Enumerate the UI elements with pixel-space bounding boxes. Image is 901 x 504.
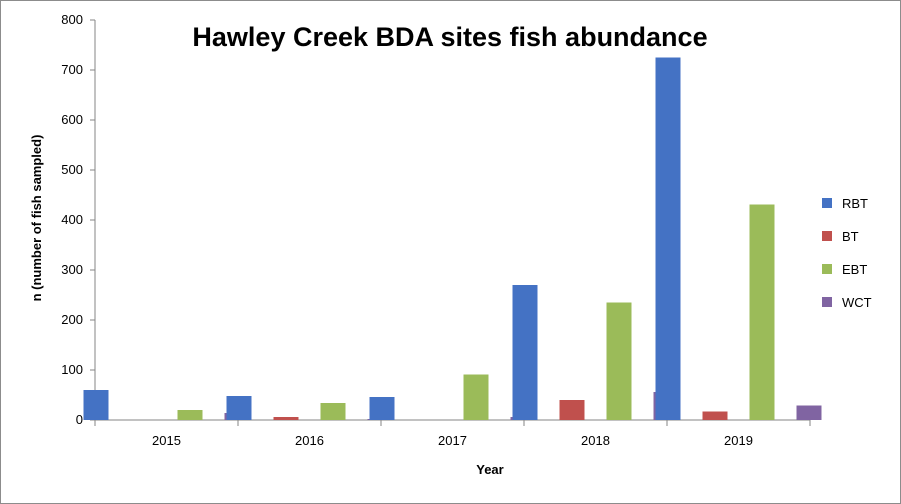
legend-swatch-ebt	[822, 264, 832, 274]
bar-wct	[796, 405, 822, 420]
x-axis-title: Year	[476, 462, 503, 477]
y-tick-label: 200	[61, 312, 83, 327]
bar-bt	[702, 411, 728, 420]
bar-rbt	[83, 390, 109, 420]
y-tick-label: 600	[61, 112, 83, 127]
legend-swatch-wct	[822, 297, 832, 307]
bar-ebt	[320, 403, 346, 420]
y-tick-label: 700	[61, 62, 83, 77]
legend-label-rbt: RBT	[842, 196, 868, 211]
y-tick-label: 500	[61, 162, 83, 177]
legend-label-wct: WCT	[842, 295, 872, 310]
bar-ebt	[463, 374, 489, 420]
bar-rbt	[655, 57, 681, 420]
bar-rbt	[512, 285, 538, 420]
bar-bt	[559, 400, 585, 420]
y-tick-label: 800	[61, 12, 83, 27]
x-tick-label: 2019	[724, 433, 753, 448]
legend-swatch-bt	[822, 231, 832, 241]
chart-title: Hawley Creek BDA sites fish abundance	[192, 22, 707, 52]
y-axis-title: n (number of fish sampled)	[29, 135, 44, 302]
x-tick-label: 2018	[581, 433, 610, 448]
legend-label-ebt: EBT	[842, 262, 867, 277]
y-tick-label: 0	[76, 412, 83, 427]
bar-rbt	[369, 397, 395, 420]
bar-ebt	[749, 204, 775, 420]
bar-ebt	[606, 302, 632, 420]
y-tick-label: 400	[61, 212, 83, 227]
bar-rbt	[226, 396, 252, 420]
bar-bt	[273, 417, 299, 420]
x-tick-label: 2017	[438, 433, 467, 448]
bar-ebt	[177, 410, 203, 420]
y-tick-label: 300	[61, 262, 83, 277]
x-tick-label: 2016	[295, 433, 324, 448]
legend-swatch-rbt	[822, 198, 832, 208]
plot-area: 0 100 200 300 400 500 600 700 800 2015 2016 2017 201…	[61, 12, 822, 448]
legend: RBT BT EBT WCT	[822, 196, 872, 310]
y-tick-label: 100	[61, 362, 83, 377]
legend-label-bt: BT	[842, 229, 859, 244]
x-tick-label: 2015	[152, 433, 181, 448]
